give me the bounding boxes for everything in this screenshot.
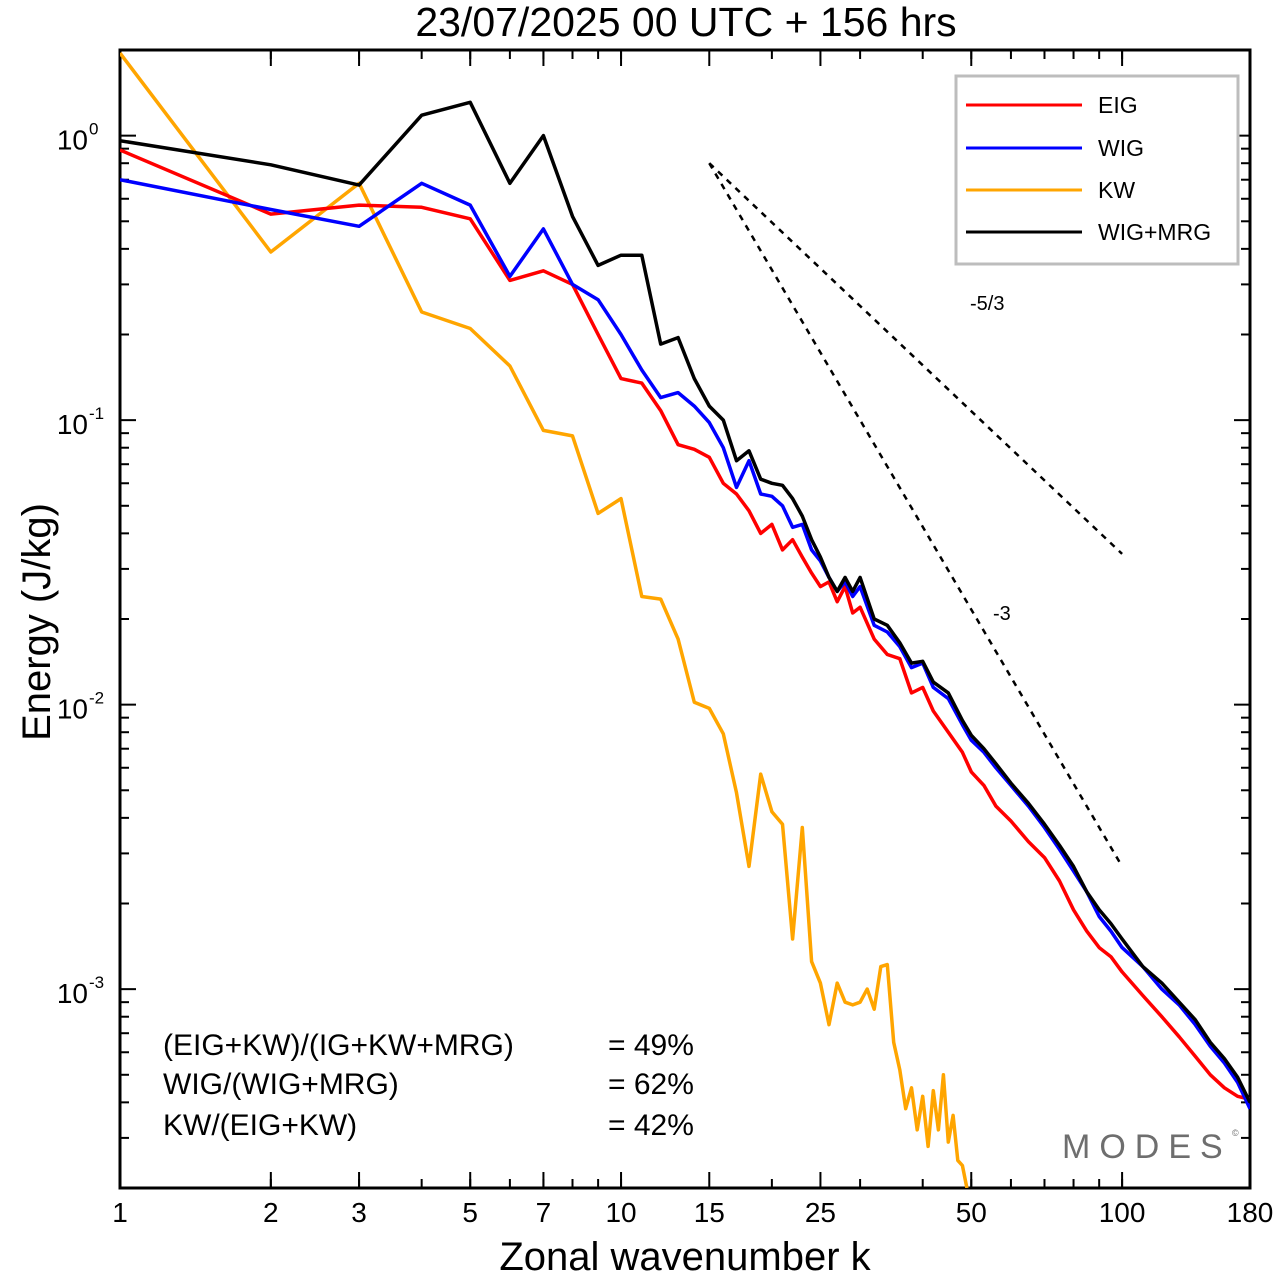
ratio-value-wig: = 62% bbox=[608, 1068, 694, 1101]
slope-label-three: -3 bbox=[993, 603, 1011, 625]
ratio-label-kw: KW/(EIG+KW) bbox=[163, 1109, 357, 1142]
slope-line-three bbox=[708, 162, 1124, 868]
y-tick-label: 10 -1 bbox=[57, 404, 104, 440]
slope-label-five-thirds: -5/3 bbox=[970, 293, 1004, 315]
series-eig bbox=[120, 148, 1250, 1102]
slope-line-five-thirds bbox=[708, 162, 1123, 555]
x-tick-label: 2 bbox=[263, 1197, 279, 1228]
x-tick-label: 3 bbox=[351, 1197, 367, 1228]
y-tick-label: 10 -3 bbox=[57, 973, 104, 1009]
y-tick-label-exponent: -3 bbox=[89, 973, 104, 992]
x-tick-label: 5 bbox=[462, 1197, 478, 1228]
slope-reference-lines bbox=[708, 162, 1124, 868]
legend-label-kw: KW bbox=[1098, 177, 1135, 203]
series-kw bbox=[120, 52, 969, 1188]
x-tick-label: 1 bbox=[112, 1197, 128, 1228]
x-tick-label: 25 bbox=[805, 1197, 836, 1228]
y-tick-label-exponent: -1 bbox=[89, 404, 104, 423]
copyright-icon: © bbox=[1232, 1128, 1239, 1138]
x-tick-label: 100 bbox=[1099, 1197, 1146, 1228]
y-axis-label: Energy (J/kg) bbox=[15, 503, 59, 741]
ratio-label-eig-kw: (EIG+KW)/(IG+KW+MRG) bbox=[163, 1029, 514, 1062]
axis-ticks bbox=[119, 49, 1251, 1189]
x-tick-labels: 1 2 3 5 7 10 15 25 50 100 180 bbox=[112, 1197, 1273, 1228]
x-tick-label: 7 bbox=[536, 1197, 552, 1228]
legend-label-wig-mrg: WIG+MRG bbox=[1098, 219, 1211, 245]
ratio-value-kw: = 42% bbox=[608, 1109, 694, 1142]
ratio-value-eig-kw: = 49% bbox=[608, 1029, 694, 1062]
x-tick-label: 10 bbox=[605, 1197, 636, 1228]
y-tick-label-exponent: 0 bbox=[89, 120, 98, 139]
y-tick-label-base: 10 bbox=[57, 978, 88, 1009]
legend: EIG WIG KW WIG+MRG bbox=[954, 74, 1240, 266]
y-tick-label-exponent: -2 bbox=[89, 689, 104, 708]
ratio-label-wig: WIG/(WIG+MRG) bbox=[163, 1068, 399, 1101]
x-tick-label: 50 bbox=[956, 1197, 987, 1228]
y-tick-label-base: 10 bbox=[57, 125, 88, 156]
chart-title: 23/07/2025 00 UTC + 156 hrs bbox=[415, 0, 956, 45]
y-tick-label-base: 10 bbox=[57, 694, 88, 725]
legend-label-eig: EIG bbox=[1098, 92, 1138, 118]
x-tick-label: 15 bbox=[694, 1197, 725, 1228]
y-tick-label: 10 0 bbox=[57, 120, 99, 156]
modes-logo: MODES © bbox=[1062, 1128, 1239, 1166]
y-tick-label: 10 -2 bbox=[57, 689, 104, 725]
ratio-annotations: (EIG+KW)/(IG+KW+MRG) = 49% WIG/(WIG+MRG)… bbox=[163, 1029, 694, 1142]
x-axis-label: Zonal wavenumber k bbox=[499, 1235, 871, 1279]
modes-logo-text: MODES bbox=[1062, 1128, 1232, 1166]
y-tick-label-base: 10 bbox=[57, 409, 88, 440]
x-tick-label: 180 bbox=[1227, 1197, 1274, 1228]
series-wig-mrg bbox=[120, 100, 1250, 1104]
data-series bbox=[120, 52, 1250, 1188]
legend-label-wig: WIG bbox=[1098, 135, 1144, 161]
series-wig bbox=[120, 177, 1250, 1110]
